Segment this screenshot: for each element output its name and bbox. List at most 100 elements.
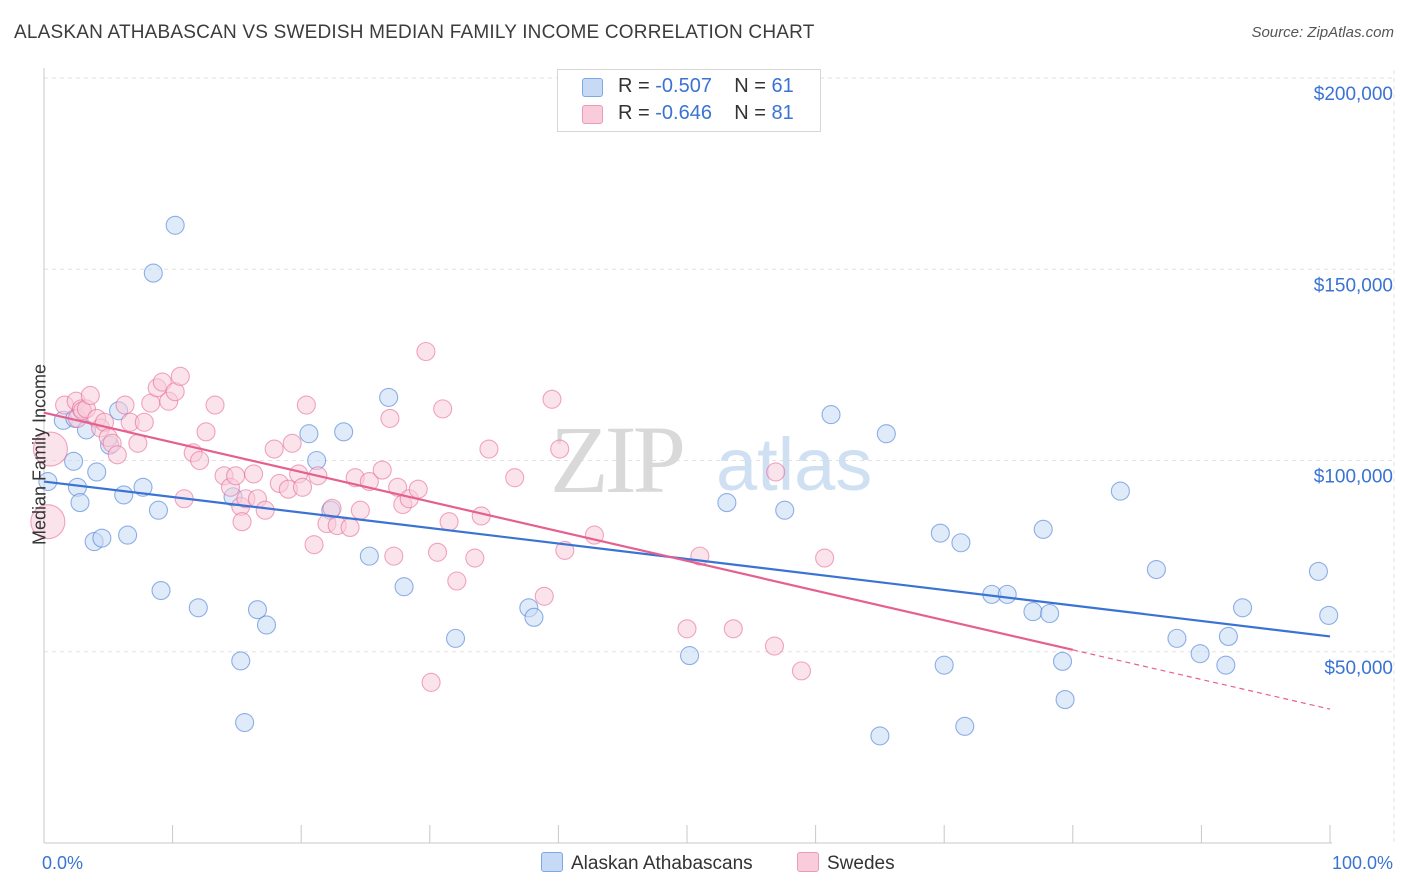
data-point xyxy=(205,395,225,415)
y-axis-label: Median Family Income xyxy=(29,363,50,546)
data-point xyxy=(80,385,100,406)
data-point xyxy=(128,433,148,453)
data-point xyxy=(170,366,190,386)
data-point xyxy=(30,504,66,540)
data-point xyxy=(292,477,313,497)
data-point xyxy=(1033,519,1053,539)
y-tick-label: $50,000 xyxy=(1324,658,1393,679)
y-tick-label: $150,000 xyxy=(1314,275,1393,296)
data-point xyxy=(107,445,127,465)
data-point xyxy=(775,500,795,520)
data-point xyxy=(114,485,134,505)
data-point xyxy=(930,523,950,543)
data-point xyxy=(296,395,316,415)
data-point xyxy=(1023,602,1043,622)
data-point xyxy=(408,479,428,499)
data-point xyxy=(1233,598,1253,618)
data-point xyxy=(232,512,252,532)
chart-title: ALASKAN ATHABASCAN VS SWEDISH MEDIAN FAM… xyxy=(14,22,815,43)
data-point xyxy=(934,655,954,675)
data-point xyxy=(196,422,216,442)
legend-r-label: R = xyxy=(618,102,656,124)
data-point xyxy=(235,712,255,733)
source-label: Source: ZipAtlas.com xyxy=(1251,24,1394,41)
data-point xyxy=(148,500,169,520)
data-point xyxy=(380,408,400,428)
legend-n-label: N = xyxy=(734,75,772,97)
data-point xyxy=(384,546,404,566)
data-point xyxy=(190,450,210,471)
data-point xyxy=(677,619,697,639)
data-point xyxy=(165,215,185,235)
data-point xyxy=(264,439,284,459)
legend-swatch-athabascans xyxy=(541,852,563,872)
data-point xyxy=(350,500,370,520)
trend-line-extension xyxy=(1072,649,1331,710)
data-point xyxy=(1216,655,1236,675)
data-point xyxy=(445,628,466,648)
data-point xyxy=(92,528,112,548)
data-point xyxy=(70,493,90,513)
watermark-atlas: atlas xyxy=(716,423,872,506)
data-point xyxy=(951,533,971,553)
data-point xyxy=(1040,603,1060,624)
legend-item-athabascans: Alaskan Athabascans xyxy=(541,852,753,875)
data-point xyxy=(479,439,499,459)
data-point xyxy=(334,422,354,442)
data-point xyxy=(550,439,570,459)
data-point xyxy=(766,462,786,482)
data-point xyxy=(118,525,138,545)
x-tick-label: 0.0% xyxy=(42,853,83,873)
correlation-legend: R = -0.507 N = 61 R = -0.646 N = 81 xyxy=(557,69,821,132)
data-point xyxy=(282,433,302,453)
data-point xyxy=(1190,644,1210,664)
data-point xyxy=(505,468,525,488)
data-point xyxy=(32,431,68,467)
watermark-zip: ZIP xyxy=(550,406,683,513)
data-point xyxy=(247,600,268,620)
data-point xyxy=(134,412,154,432)
data-point xyxy=(256,615,277,635)
data-point xyxy=(1167,628,1187,648)
series-swedes xyxy=(30,341,835,692)
legend-item-swedes: Swedes xyxy=(797,852,895,875)
x-tick-labels: 0.0% 100.0% xyxy=(42,853,1393,873)
data-point xyxy=(188,598,208,618)
legend-label: Alaskan Athabascans xyxy=(571,853,753,874)
legend-n-value: 61 xyxy=(771,75,794,97)
data-point xyxy=(64,451,84,471)
data-point xyxy=(542,389,562,409)
legend-r-label: R = xyxy=(618,75,656,97)
x-tick-label: 100.0% xyxy=(1332,853,1393,873)
data-point xyxy=(764,636,784,656)
data-point xyxy=(717,493,737,513)
y-tick-label: $200,000 xyxy=(1314,84,1393,105)
legend-label: Swedes xyxy=(827,853,895,874)
data-point xyxy=(680,646,700,666)
data-point xyxy=(723,619,743,639)
data-point xyxy=(1055,690,1075,710)
data-point xyxy=(876,424,896,444)
data-point xyxy=(87,462,107,482)
legend-swatch-swedes xyxy=(797,852,819,872)
data-point xyxy=(1110,481,1130,501)
data-point xyxy=(359,546,379,566)
data-point xyxy=(152,372,172,392)
data-point xyxy=(231,651,251,671)
watermark: ZIP atlas xyxy=(550,406,872,513)
data-point xyxy=(427,542,448,562)
legend-swatch-athabascans xyxy=(582,78,603,97)
data-point xyxy=(1052,651,1073,671)
data-point xyxy=(1319,605,1339,625)
trend-line xyxy=(43,480,1331,638)
data-point xyxy=(115,395,135,415)
data-point xyxy=(226,466,246,486)
data-point xyxy=(870,726,890,746)
data-point xyxy=(447,571,467,591)
data-point xyxy=(534,586,554,606)
data-point xyxy=(372,460,392,480)
data-point xyxy=(244,464,264,484)
data-point xyxy=(143,263,163,283)
data-point xyxy=(997,584,1017,604)
